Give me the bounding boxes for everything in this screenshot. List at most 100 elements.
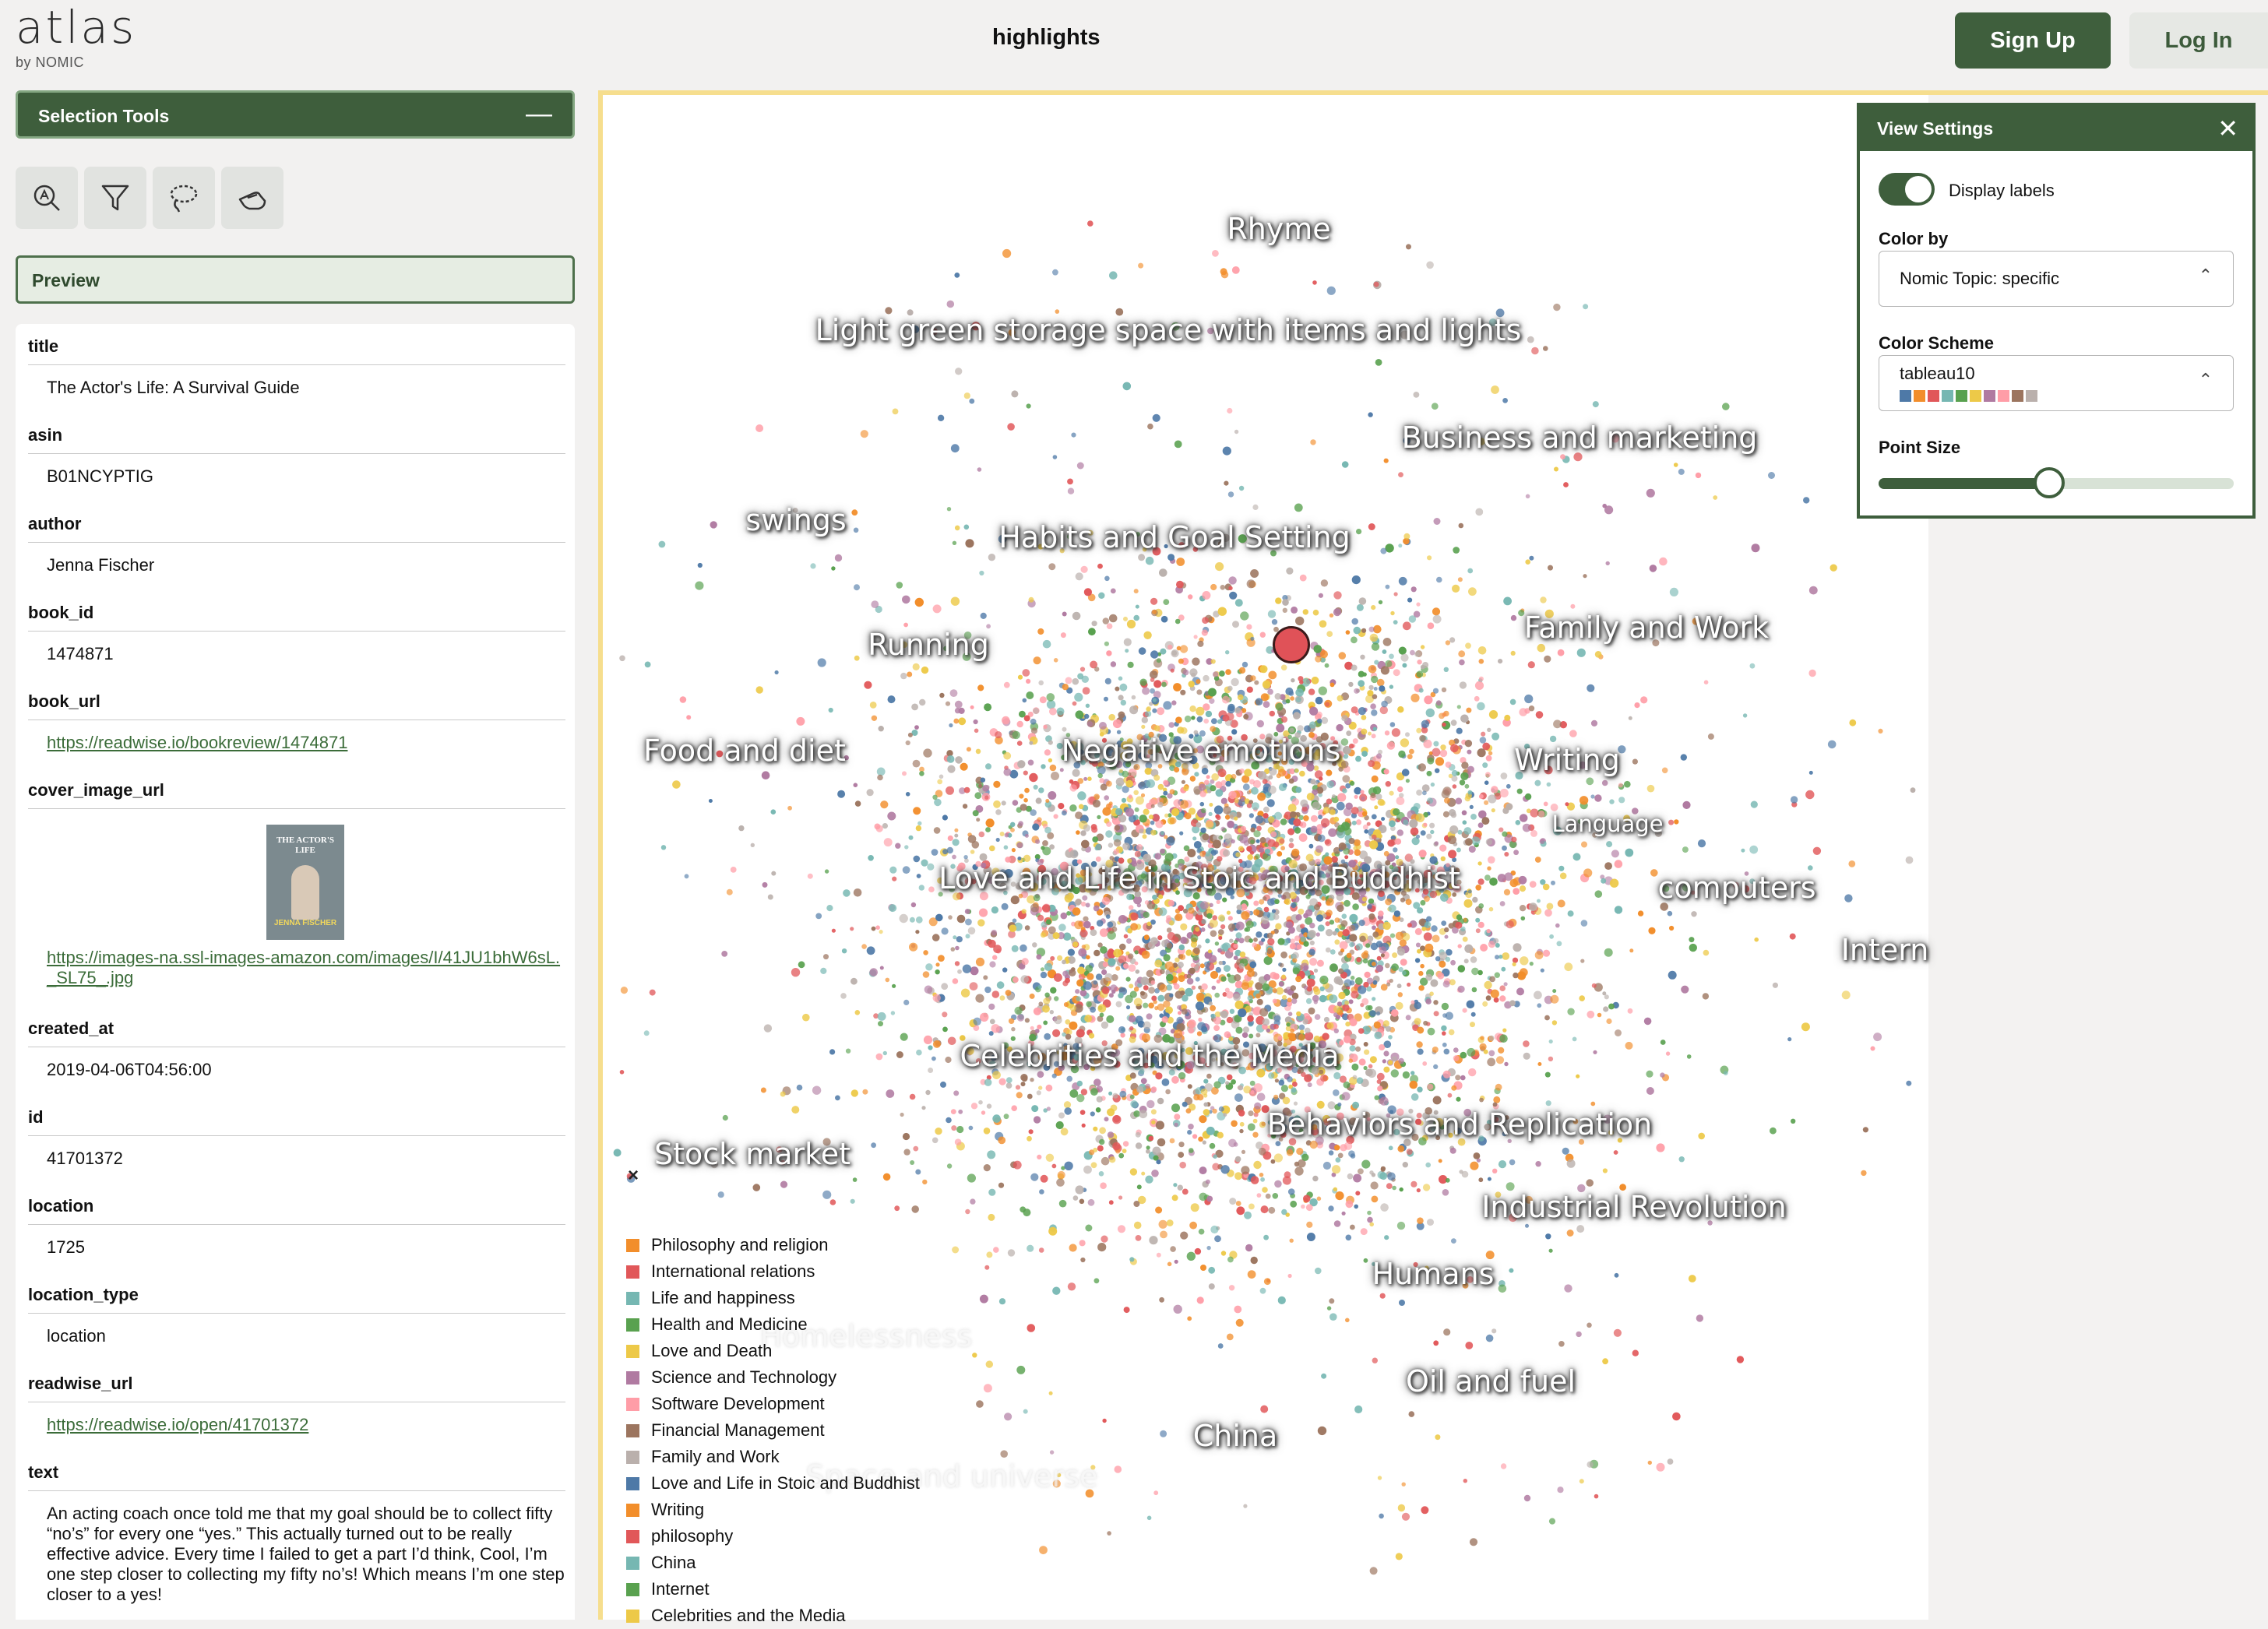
map-point[interactable] — [1095, 973, 1103, 980]
map-point[interactable] — [1188, 1027, 1195, 1034]
map-point[interactable] — [1127, 927, 1133, 934]
map-point[interactable] — [1133, 1110, 1140, 1117]
map-point[interactable] — [1360, 654, 1365, 660]
map-point[interactable] — [1403, 819, 1409, 825]
map-point[interactable] — [1049, 882, 1055, 888]
map-point[interactable] — [1048, 563, 1056, 571]
map-point[interactable] — [1120, 699, 1126, 706]
map-point[interactable] — [1108, 993, 1114, 998]
map-point[interactable] — [1277, 1036, 1283, 1041]
map-point[interactable] — [1498, 955, 1503, 959]
map-point[interactable] — [1398, 1057, 1404, 1064]
map-point[interactable] — [1370, 1181, 1379, 1190]
map-point[interactable] — [1039, 696, 1047, 704]
map-point[interactable] — [1150, 650, 1159, 659]
map-point[interactable] — [1382, 871, 1389, 878]
map-point[interactable] — [1249, 753, 1256, 760]
map-point[interactable] — [1126, 858, 1132, 864]
map-point[interactable] — [1308, 1042, 1316, 1050]
map-point[interactable] — [1206, 658, 1213, 665]
map-point[interactable] — [1193, 730, 1199, 735]
map-point[interactable] — [1196, 822, 1202, 828]
map-point[interactable] — [1221, 960, 1226, 966]
map-point[interactable] — [1296, 751, 1303, 758]
map-point[interactable] — [1291, 798, 1299, 806]
map-point[interactable] — [1273, 731, 1279, 737]
map-point[interactable] — [1156, 658, 1161, 663]
map-point[interactable] — [854, 800, 861, 807]
map-point[interactable] — [1540, 879, 1546, 885]
map-point[interactable] — [1035, 839, 1041, 844]
map-point[interactable] — [1351, 617, 1358, 625]
map-point[interactable] — [937, 779, 943, 785]
map-point[interactable] — [1078, 804, 1084, 810]
map-point[interactable] — [1018, 893, 1023, 899]
map-point[interactable] — [1518, 610, 1525, 617]
map-point[interactable] — [1458, 650, 1466, 658]
map-point[interactable] — [1580, 959, 1585, 963]
map-point[interactable] — [987, 1150, 996, 1159]
map-point[interactable] — [1248, 876, 1257, 885]
map-point[interactable] — [1304, 889, 1308, 894]
map-point[interactable] — [937, 414, 945, 421]
map-point[interactable] — [1321, 716, 1329, 724]
map-point[interactable] — [1192, 1134, 1198, 1139]
map-point[interactable] — [919, 771, 924, 776]
map-point[interactable] — [1285, 871, 1291, 877]
map-point[interactable] — [1126, 619, 1136, 629]
map-point[interactable] — [834, 554, 843, 562]
map-point[interactable] — [1020, 804, 1027, 811]
map-point[interactable] — [1216, 979, 1220, 983]
map-point[interactable] — [1299, 747, 1305, 751]
map-point[interactable] — [979, 1294, 988, 1304]
map-point[interactable] — [988, 1188, 996, 1196]
map-point[interactable] — [1077, 791, 1086, 800]
map-point[interactable] — [1172, 962, 1178, 968]
map-point[interactable] — [1301, 677, 1311, 687]
map-point[interactable] — [1396, 948, 1406, 956]
map-point[interactable] — [935, 969, 940, 975]
map-point[interactable] — [875, 825, 883, 832]
map-point[interactable] — [1543, 801, 1548, 807]
map-point[interactable] — [1429, 856, 1438, 864]
map-point[interactable] — [1402, 1162, 1409, 1168]
map-point[interactable] — [932, 934, 940, 941]
map-point[interactable] — [1253, 1112, 1259, 1117]
map-point[interactable] — [1227, 973, 1231, 977]
map-point[interactable] — [1215, 781, 1223, 789]
map-point[interactable] — [1022, 669, 1030, 677]
map-point[interactable] — [1125, 976, 1131, 982]
map-point[interactable] — [1467, 1275, 1474, 1283]
map-point[interactable] — [950, 596, 960, 606]
map-point[interactable] — [1482, 1001, 1488, 1007]
map-point[interactable] — [853, 888, 862, 897]
map-point[interactable] — [1417, 1026, 1425, 1034]
map-point[interactable] — [1211, 985, 1217, 990]
map-point[interactable] — [1079, 869, 1087, 877]
map-point[interactable] — [1433, 1064, 1439, 1069]
map-point[interactable] — [1045, 1153, 1055, 1163]
map-point[interactable] — [1036, 954, 1042, 960]
map-point[interactable] — [1614, 1272, 1619, 1278]
map-point[interactable] — [1349, 1033, 1357, 1041]
map-point[interactable] — [985, 818, 995, 828]
map-point[interactable] — [1366, 1117, 1371, 1121]
map-point[interactable] — [1604, 948, 1613, 957]
map-point[interactable] — [1298, 1033, 1305, 1041]
map-point[interactable] — [1534, 857, 1541, 863]
map-point[interactable] — [1246, 579, 1256, 589]
map-point[interactable] — [1144, 734, 1150, 739]
map-point[interactable] — [1450, 959, 1456, 966]
map-point[interactable] — [1198, 985, 1203, 990]
map-point[interactable] — [1037, 984, 1042, 990]
map-point[interactable] — [1225, 650, 1230, 655]
map-point[interactable] — [1213, 805, 1224, 814]
map-point[interactable] — [1149, 1236, 1158, 1245]
map-point[interactable] — [1117, 1225, 1126, 1233]
map-point[interactable] — [1183, 888, 1192, 898]
map-point[interactable] — [892, 983, 896, 988]
map-point[interactable] — [1407, 982, 1411, 987]
map-point[interactable] — [1102, 758, 1108, 764]
map-point[interactable] — [937, 877, 944, 884]
map-point[interactable] — [1627, 1008, 1633, 1014]
